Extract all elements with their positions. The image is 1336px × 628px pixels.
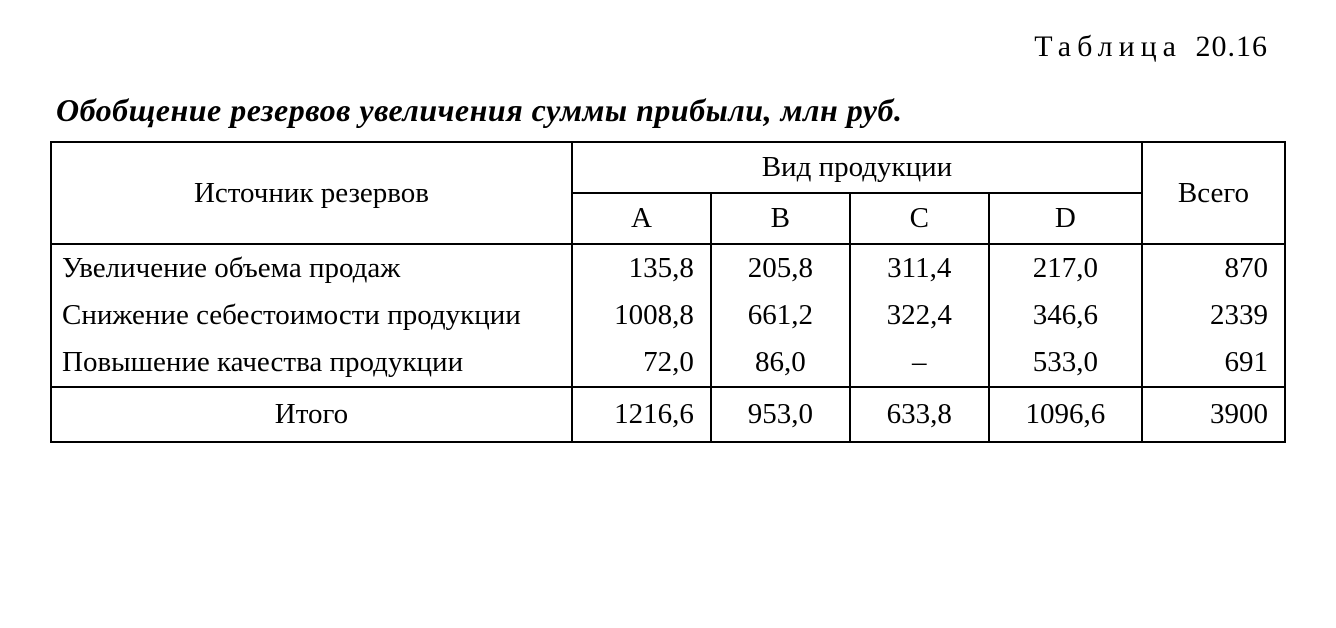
header-product-B: B [711,193,850,244]
cell-A: 135,8 [572,244,711,292]
total-total: 3900 [1142,387,1285,442]
profit-reserves-table: Источник резервов Вид продукции Всего A … [50,141,1286,443]
row-label: Снижение себестоимости продукции [51,292,572,339]
table-reference-number: 20.16 [1196,30,1269,63]
table-row: Снижение себестоимости продукции 1008,8 … [51,292,1285,339]
cell-total: 691 [1142,339,1285,387]
cell-total: 2339 [1142,292,1285,339]
total-D: 1096,6 [989,387,1142,442]
cell-B: 661,2 [711,292,850,339]
page-root: Таблица 20.16 Обобщение резервов увеличе… [0,0,1336,463]
cell-D: 346,6 [989,292,1142,339]
cell-A: 1008,8 [572,292,711,339]
cell-D: 217,0 [989,244,1142,292]
header-source: Источник резервов [51,142,572,244]
row-label: Повышение качества продукции [51,339,572,387]
cell-D: 533,0 [989,339,1142,387]
header-product-A: A [572,193,711,244]
header-total: Всего [1142,142,1285,244]
cell-total: 870 [1142,244,1285,292]
cell-B: 205,8 [711,244,850,292]
cell-C: 311,4 [850,244,989,292]
cell-A: 72,0 [572,339,711,387]
table-row: Повышение качества продукции 72,0 86,0 –… [51,339,1285,387]
header-product-C: C [850,193,989,244]
table-reference-prefix: Таблица [1034,30,1182,63]
table-reference: Таблица 20.16 [50,30,1286,64]
cell-C: 322,4 [850,292,989,339]
table-header-row-1: Источник резервов Вид продукции Всего [51,142,1285,193]
row-label: Увеличение объема продаж [51,244,572,292]
cell-C: – [850,339,989,387]
total-A: 1216,6 [572,387,711,442]
header-product-D: D [989,193,1142,244]
total-label: Итого [51,387,572,442]
cell-B: 86,0 [711,339,850,387]
table-title: Обобщение резервов увеличения суммы приб… [56,92,1286,129]
table-row: Увеличение объема продаж 135,8 205,8 311… [51,244,1285,292]
header-product-group: Вид продукции [572,142,1142,193]
table-total-row: Итого 1216,6 953,0 633,8 1096,6 3900 [51,387,1285,442]
total-B: 953,0 [711,387,850,442]
total-C: 633,8 [850,387,989,442]
